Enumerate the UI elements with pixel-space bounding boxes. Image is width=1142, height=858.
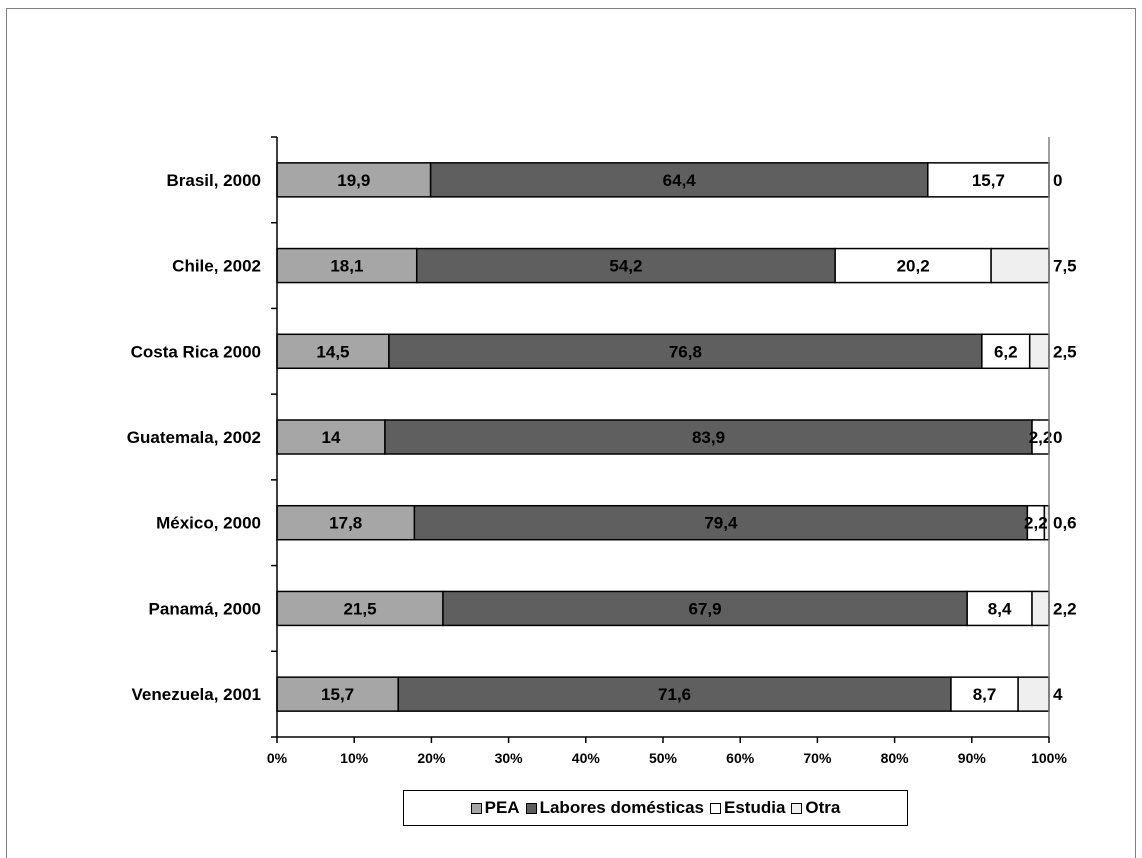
data-label-estudia-chile-2002: 20,2	[897, 257, 930, 276]
data-label-pea-panama-2000: 21,5	[343, 599, 376, 618]
legend: PEA Labores domésticas Estudia Otra	[403, 790, 908, 826]
bar-labores-domesticas-panama-2000	[442, 590, 968, 627]
data-label-labores-domesticas-costa-rica-2000: 76,8	[669, 342, 702, 361]
data-label-pea-mexico-2000: 17,8	[329, 514, 362, 533]
data-label-pea-guatemala-2002: 14	[322, 428, 341, 447]
data-label-estudia-mexico-2000: 2,2	[1024, 514, 1048, 533]
legend-label-otra: Otra	[805, 798, 841, 817]
x-tick-label: 10%	[340, 750, 369, 766]
legend-label-estudia: Estudia	[724, 798, 786, 817]
category-label-mexico-2000: México, 2000	[156, 514, 261, 533]
data-label-pea-chile-2002: 18,1	[330, 257, 363, 276]
category-label-panama-2000: Panamá, 2000	[149, 599, 261, 618]
legend-swatch-estudia	[710, 802, 721, 814]
bar-pea-guatemala-2002	[276, 419, 386, 455]
x-tick-label: 30%	[495, 750, 524, 766]
bar-pea-mexico-2000	[276, 504, 416, 541]
data-label-estudia-brasil-2000: 15,7	[972, 171, 1005, 190]
legend-item-pea: PEA	[470, 798, 520, 818]
data-label-labores-domesticas-venezuela-2001: 71,6	[658, 685, 691, 704]
x-tick-label: 70%	[803, 750, 832, 766]
data-label-otra-chile-2002: 7,5	[1053, 257, 1077, 276]
legend-swatch-otra	[791, 802, 803, 814]
legend-item-labores-domesticas: Labores domésticas	[525, 798, 704, 818]
x-tick-label: 90%	[958, 750, 987, 766]
data-label-labores-domesticas-chile-2002: 54,2	[609, 257, 642, 276]
x-tick-label: 20%	[417, 750, 446, 766]
legend-item-otra: Otra	[791, 798, 840, 818]
category-label-chile-2002: Chile, 2002	[172, 257, 261, 276]
bar-estudia-brasil-2000	[927, 162, 1050, 198]
data-label-estudia-panama-2000: 8,4	[988, 599, 1012, 618]
data-label-otra-venezuela-2001: 4	[1053, 685, 1063, 704]
data-label-otra-costa-rica-2000: 2,5	[1053, 342, 1077, 361]
data-label-otra-panama-2000: 2,2	[1053, 599, 1077, 618]
x-tick-label: 40%	[572, 750, 601, 766]
data-label-otra-brasil-2000: 0	[1053, 171, 1062, 190]
data-label-estudia-guatemala-2002: 2,2	[1029, 428, 1053, 447]
data-label-pea-venezuela-2001: 15,7	[321, 685, 354, 704]
data-label-otra-mexico-2000: 0,6	[1053, 514, 1077, 533]
legend-label-pea: PEA	[484, 798, 520, 817]
x-tick-label: 0%	[267, 750, 288, 766]
legend-swatch-labores-domesticas	[525, 802, 537, 814]
category-label-guatemala-2002: Guatemala, 2002	[127, 428, 261, 447]
data-label-labores-domesticas-mexico-2000: 79,4	[704, 514, 738, 533]
legend-swatch-pea	[470, 802, 482, 814]
legend-item-estudia: Estudia	[710, 798, 785, 818]
x-tick-label: 50%	[649, 750, 678, 766]
category-label-venezuela-2001: Venezuela, 2001	[132, 685, 261, 704]
chart-frame	[6, 8, 1136, 858]
bar-otra-panama-2000	[1031, 590, 1050, 627]
data-label-estudia-venezuela-2001: 8,7	[973, 685, 997, 704]
bar-labores-domesticas-mexico-2000	[413, 504, 1029, 541]
data-label-estudia-costa-rica-2000: 6,2	[994, 342, 1018, 361]
bar-labores-domesticas-venezuela-2001	[397, 676, 952, 712]
bar-otra-costa-rica-2000	[1028, 333, 1050, 370]
data-label-pea-brasil-2000: 19,9	[337, 171, 370, 190]
bar-otra-chile-2002	[990, 247, 1050, 284]
bar-estudia-costa-rica-2000	[981, 333, 1031, 370]
legend-label-labores-domesticas: Labores domésticas	[539, 798, 704, 817]
data-label-otra-guatemala-2002: 0	[1053, 428, 1062, 447]
category-label-costa-rica-2000: Costa Rica 2000	[131, 342, 261, 361]
data-label-labores-domesticas-panama-2000: 67,9	[689, 599, 722, 618]
bar-pea-venezuela-2001	[276, 676, 399, 712]
x-tick-label: 60%	[726, 750, 755, 766]
bar-labores-domesticas-guatemala-2002	[384, 419, 1033, 455]
bar-labores-domesticas-brasil-2000	[429, 162, 929, 198]
bar-otra-venezuela-2001	[1017, 676, 1050, 712]
bar-estudia-venezuela-2001	[950, 676, 1019, 712]
x-tick-label: 80%	[881, 750, 910, 766]
x-tick-label: 100%	[1031, 750, 1067, 766]
data-label-pea-costa-rica-2000: 14,5	[316, 342, 349, 361]
category-label-brasil-2000: Brasil, 2000	[166, 171, 261, 190]
data-label-labores-domesticas-brasil-2000: 64,4	[663, 171, 697, 190]
data-label-labores-domesticas-guatemala-2002: 83,9	[692, 428, 725, 447]
